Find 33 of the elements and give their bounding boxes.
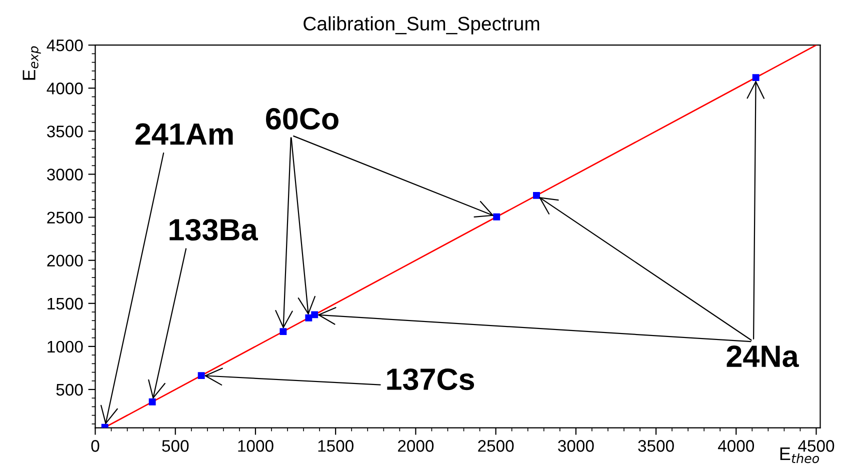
annotation: 60Co xyxy=(266,108,338,130)
annotation: 133Ba xyxy=(170,218,258,241)
x-tick-label: 0 xyxy=(91,440,100,452)
y-tick-label: 1500 xyxy=(48,298,83,310)
y-tick-label: 3500 xyxy=(47,126,83,138)
y-tick-label: 4500 xyxy=(46,40,83,52)
x-tick-label: 500 xyxy=(162,440,189,452)
y-tick-label: 4000 xyxy=(46,82,83,94)
point xyxy=(280,328,287,336)
y-tick-label: 2000 xyxy=(47,254,83,267)
annotation: 24Na xyxy=(726,345,799,368)
chart-title: Calibration_Sum_Spectrum xyxy=(304,16,540,34)
x-tick-label: 2500 xyxy=(478,440,514,452)
annotation: 241Am xyxy=(135,123,233,145)
x-tick-label: 1000 xyxy=(238,440,274,452)
point xyxy=(493,213,500,220)
x-tick-label: 2000 xyxy=(398,440,434,452)
point xyxy=(311,311,318,318)
x-tick-label: 3000 xyxy=(558,440,594,452)
x-tick-label: 4000 xyxy=(718,440,754,452)
y-tick-label: 500 xyxy=(56,384,83,396)
point xyxy=(198,372,205,380)
x-tick-label: 3500 xyxy=(638,440,674,452)
point xyxy=(148,398,156,406)
point xyxy=(533,192,540,199)
annotation: 137Cs xyxy=(387,368,474,390)
point xyxy=(752,74,760,82)
point xyxy=(305,314,312,322)
x-tick-label: 1500 xyxy=(318,440,354,452)
y-axis-title: E$_{exp}$ xyxy=(22,46,41,80)
y-tick-label: 2500 xyxy=(47,212,83,224)
y-tick-label: 1000 xyxy=(48,340,83,353)
y-tick-label: 3000 xyxy=(47,168,83,180)
